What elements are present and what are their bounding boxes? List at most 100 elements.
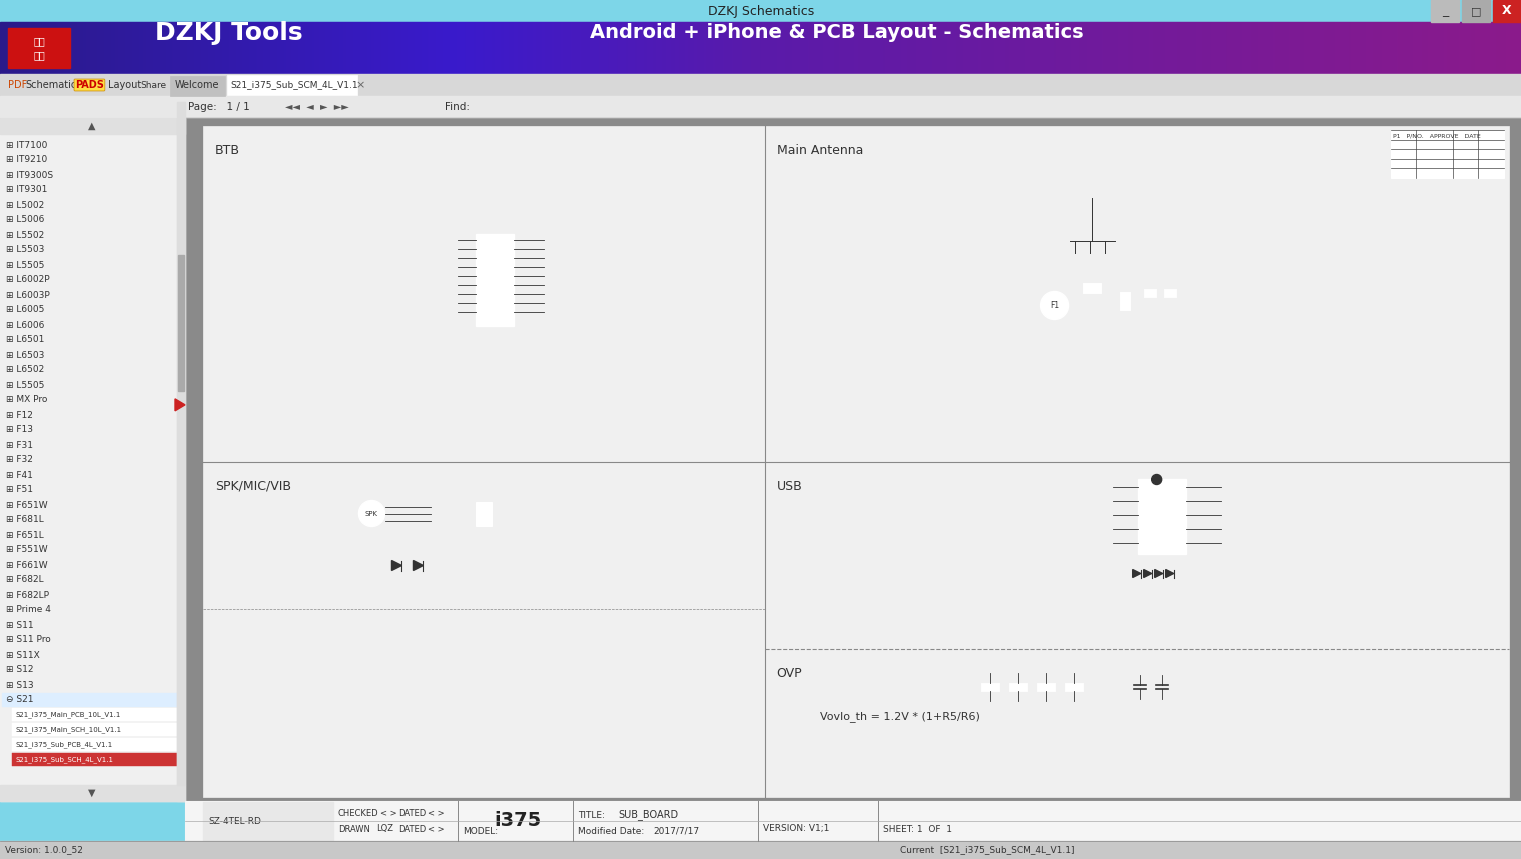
- Circle shape: [1151, 474, 1162, 484]
- Text: ⊞ S11: ⊞ S11: [6, 620, 33, 630]
- Bar: [0, 785, 186, 801]
- Bar: [0, 118, 186, 134]
- Text: ⊞ F682LP: ⊞ F682LP: [6, 590, 49, 600]
- Text: DATED: DATED: [399, 825, 426, 833]
- Text: i375: i375: [494, 812, 541, 831]
- Bar: [178, 254, 184, 391]
- Polygon shape: [391, 561, 402, 570]
- Bar: [186, 801, 1521, 841]
- Text: ⊞ IT7100: ⊞ IT7100: [6, 141, 47, 149]
- Text: ⊞ F51: ⊞ F51: [6, 485, 33, 495]
- Bar: [176, 102, 186, 785]
- Text: < >: < >: [380, 809, 397, 819]
- Text: ⊞ IT9301: ⊞ IT9301: [6, 186, 47, 194]
- Text: ⊞ S13: ⊞ S13: [6, 680, 33, 690]
- Polygon shape: [1133, 570, 1141, 577]
- Text: ⊞ Prime 4: ⊞ Prime 4: [6, 606, 50, 614]
- Text: SUB_BOARD: SUB_BOARD: [618, 809, 678, 820]
- Text: ⊞ L6501: ⊞ L6501: [6, 336, 44, 344]
- Text: Current  [S21_i375_Sub_SCM_4L_V1.1]: Current [S21_i375_Sub_SCM_4L_V1.1]: [900, 845, 1074, 855]
- Text: Welcome: Welcome: [175, 80, 219, 90]
- Bar: [2, 693, 183, 706]
- Text: ⊞ L6502: ⊞ L6502: [6, 365, 44, 375]
- Text: DZKJ Tools: DZKJ Tools: [155, 21, 303, 45]
- Text: ⊞ F651L: ⊞ F651L: [6, 531, 44, 539]
- Text: Vovlo_th = 1.2V * (1+R5/R6): Vovlo_th = 1.2V * (1+R5/R6): [820, 711, 980, 722]
- Text: ⊞ F32: ⊞ F32: [6, 455, 33, 465]
- Text: 东震
科技: 东震 科技: [33, 36, 46, 60]
- Bar: [476, 235, 514, 326]
- Text: ×: ×: [354, 80, 365, 90]
- Bar: [1392, 130, 1504, 178]
- Text: P1   P/NO.   APPROVE   DATE: P1 P/NO. APPROVE DATE: [1393, 133, 1481, 138]
- Text: S21_i375_Sub_SCM_4L_V1.1: S21_i375_Sub_SCM_4L_V1.1: [230, 81, 357, 89]
- Text: Android + iPhone & PCB Layout - Schematics: Android + iPhone & PCB Layout - Schemati…: [590, 23, 1083, 42]
- Bar: [0, 841, 1521, 859]
- Bar: [12, 708, 181, 721]
- Text: DATED: DATED: [399, 809, 426, 819]
- Text: ⊞ L6503: ⊞ L6503: [6, 350, 44, 360]
- Text: OVP: OVP: [777, 667, 802, 680]
- Text: SPK/MIC/VIB: SPK/MIC/VIB: [214, 479, 291, 492]
- Bar: [1037, 684, 1056, 691]
- Bar: [1164, 289, 1176, 297]
- Text: X: X: [1503, 4, 1512, 17]
- Bar: [1138, 479, 1186, 554]
- Bar: [186, 118, 1521, 801]
- Text: ⊞ L5505: ⊞ L5505: [6, 260, 44, 270]
- Bar: [476, 502, 491, 526]
- Text: ⊞ L5502: ⊞ L5502: [6, 230, 44, 240]
- Text: Modified Date:: Modified Date:: [578, 826, 645, 836]
- Text: Share: Share: [140, 81, 166, 89]
- Bar: [8, 28, 70, 68]
- Text: Find:: Find:: [446, 102, 470, 112]
- Bar: [0, 96, 1521, 118]
- Text: ⊞ IT9300S: ⊞ IT9300S: [6, 170, 53, 180]
- Bar: [1008, 684, 1027, 691]
- Bar: [0, 0, 1521, 22]
- Text: < >: < >: [427, 809, 444, 819]
- Bar: [1083, 283, 1101, 294]
- Text: ⊞ L6006: ⊞ L6006: [6, 320, 44, 330]
- Text: CHECKED: CHECKED: [338, 809, 379, 819]
- Text: SZ-4TEL-RD: SZ-4TEL-RD: [208, 817, 262, 825]
- Text: S21_i375_Sub_SCH_4L_V1.1: S21_i375_Sub_SCH_4L_V1.1: [15, 757, 113, 764]
- Circle shape: [1040, 291, 1069, 320]
- Bar: [176, 118, 186, 801]
- Text: S21_i375_Main_SCH_10L_V1.1: S21_i375_Main_SCH_10L_V1.1: [15, 727, 122, 734]
- Text: ⊞ F661W: ⊞ F661W: [6, 561, 47, 570]
- Polygon shape: [1154, 570, 1162, 577]
- Bar: [1119, 293, 1130, 310]
- Text: Page:   1 / 1: Page: 1 / 1: [189, 102, 249, 112]
- Text: ⊖ S21: ⊖ S21: [6, 696, 33, 704]
- Text: ⊞ F41: ⊞ F41: [6, 471, 33, 479]
- Text: Schematic: Schematic: [24, 80, 76, 90]
- Text: ⊞ F13: ⊞ F13: [6, 425, 33, 435]
- Text: S21_i375_Sub_PCB_4L_V1.1: S21_i375_Sub_PCB_4L_V1.1: [15, 741, 113, 748]
- Text: ⊞ F651W: ⊞ F651W: [6, 501, 47, 509]
- Text: ⊞ L6003P: ⊞ L6003P: [6, 290, 50, 300]
- Bar: [1462, 0, 1491, 22]
- Text: Version: 1.0.0_52: Version: 1.0.0_52: [5, 845, 82, 855]
- Text: ⊞ S11 Pro: ⊞ S11 Pro: [6, 636, 50, 644]
- Text: VERSION: V1;1: VERSION: V1;1: [764, 825, 829, 833]
- Text: < >: < >: [427, 825, 444, 833]
- Bar: [12, 723, 181, 736]
- Polygon shape: [1144, 570, 1151, 577]
- Text: ⊞ F681L: ⊞ F681L: [6, 515, 44, 525]
- Text: ⊞ IT9210: ⊞ IT9210: [6, 155, 47, 165]
- Text: Main Antenna: Main Antenna: [777, 144, 862, 157]
- Bar: [0, 74, 1521, 96]
- Text: ⊞ L5002: ⊞ L5002: [6, 200, 44, 210]
- Text: F1: F1: [1049, 301, 1059, 310]
- Text: Layout: Layout: [108, 80, 141, 90]
- Text: SPK: SPK: [365, 510, 379, 516]
- Text: MODEL:: MODEL:: [462, 826, 497, 836]
- Bar: [1065, 684, 1083, 691]
- Bar: [1144, 289, 1156, 297]
- Text: ⊞ L6002P: ⊞ L6002P: [6, 276, 50, 284]
- Text: DZKJ Schematics: DZKJ Schematics: [707, 4, 814, 17]
- Text: ⊞ L5006: ⊞ L5006: [6, 216, 44, 224]
- Text: BTB: BTB: [214, 144, 240, 157]
- Text: SHEET: 1  OF  1: SHEET: 1 OF 1: [884, 825, 952, 833]
